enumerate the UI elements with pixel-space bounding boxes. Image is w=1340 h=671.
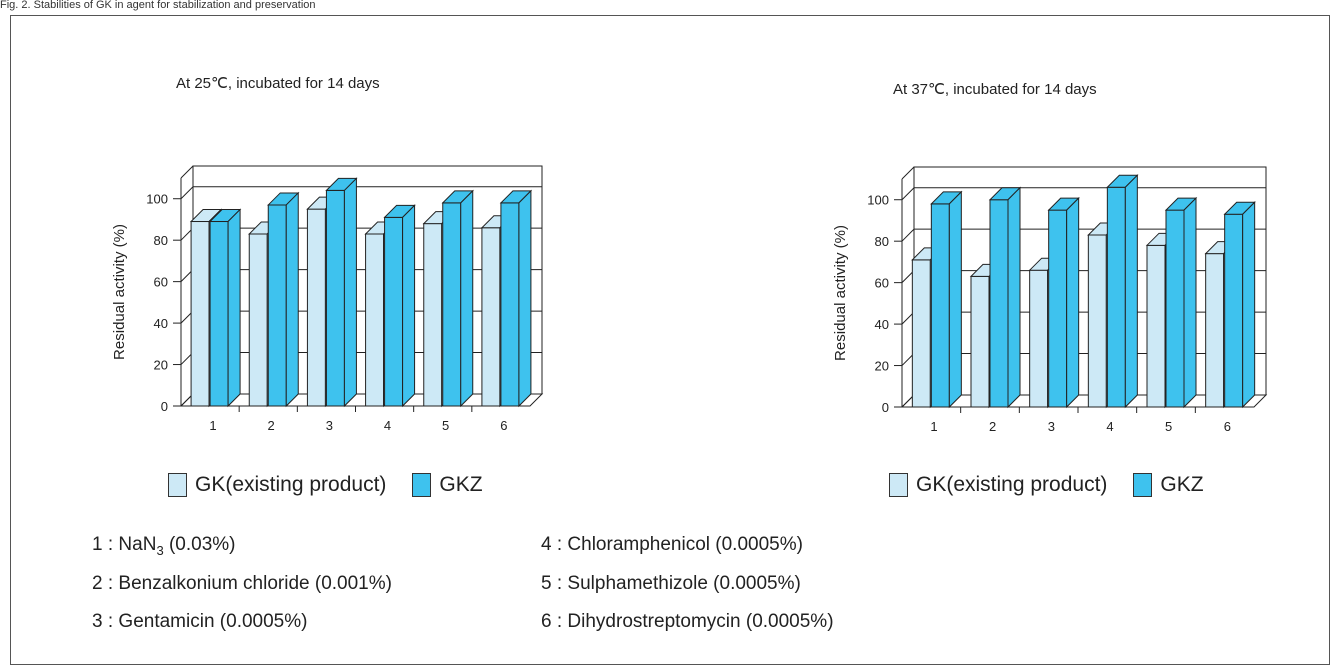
bar-gkz-side: [1066, 196, 1080, 409]
gridline: [901, 187, 1266, 201]
figure-caption: Fig. 2. Stabilities of GK in agent for s…: [0, 0, 316, 11]
legend-entry-gkz: GKZ: [412, 473, 483, 497]
bar-gkz-side: [518, 189, 532, 408]
legend-label-gkz: GKZ: [1160, 473, 1204, 496]
y-tick-label: 40: [875, 317, 889, 332]
bar-gk: [481, 227, 501, 407]
y-tick-label: 20: [154, 358, 168, 373]
bar-gk: [190, 221, 210, 407]
note-item: 6 : Dihydrostreptomycin (0.0005%): [541, 611, 834, 632]
figure-frame: [10, 15, 1330, 665]
legend-swatch-gkz: [412, 473, 432, 497]
legend-entry-gkz: GKZ: [1133, 473, 1204, 497]
bar-gk: [365, 233, 385, 407]
legend-label-gkz: GKZ: [439, 473, 483, 496]
x-tick-label: 5: [442, 418, 449, 433]
bar-gkz: [1106, 186, 1126, 408]
bar-gk: [1087, 234, 1107, 408]
chart-1-legend: GK(existing product) GKZ: [168, 473, 509, 497]
bar-gkz: [384, 216, 404, 407]
bar-gkz-side: [227, 208, 241, 408]
y-axis-label: Residual activity (%): [111, 224, 128, 360]
chart-y-axis-top: [180, 165, 194, 179]
y-tick-label: 20: [875, 359, 889, 374]
bar-gkz-side: [343, 177, 357, 408]
bar-gkz-side: [1124, 174, 1138, 409]
y-tick-label: 0: [882, 400, 889, 415]
bar-gkz-side: [948, 190, 962, 409]
bar-gkz: [1224, 213, 1244, 408]
bar-gkz: [1165, 209, 1185, 408]
x-tick-label: 4: [1106, 419, 1113, 434]
y-tick-label: 80: [875, 234, 889, 249]
bar-gkz-side: [402, 204, 416, 408]
bar-gk: [423, 223, 443, 407]
y-tick-label: 100: [146, 192, 168, 207]
chart-2-legend: GK(existing product) GKZ: [889, 473, 1230, 497]
bar-gkz: [267, 204, 287, 407]
bar-gkz: [500, 202, 520, 407]
bar-gk: [306, 208, 326, 407]
chart-2-title: At 37℃, incubated for 14 days: [893, 81, 1097, 98]
legend-swatch-gk: [168, 473, 187, 497]
bar-gkz: [209, 221, 229, 407]
bar-gk: [248, 233, 268, 407]
bar-gkz-side: [1183, 196, 1197, 409]
bar-gkz: [442, 202, 462, 407]
bar-gk: [970, 275, 990, 408]
bar-gkz-side: [1007, 186, 1021, 409]
legend-entry-gk: GK(existing product): [168, 473, 386, 497]
chart-y-axis-top: [901, 166, 915, 180]
bar-gk: [911, 259, 931, 408]
y-tick-label: 80: [154, 233, 168, 248]
x-tick-label: 6: [1224, 419, 1231, 434]
legend-label-gk: GK(existing product): [916, 473, 1108, 496]
x-tick-label: 1: [930, 419, 937, 434]
x-tick-label: 6: [500, 418, 507, 433]
x-tick-label: 2: [989, 419, 996, 434]
y-tick-label: 40: [154, 316, 168, 331]
x-tick-label: 2: [268, 418, 275, 433]
note-item: 3 : Gentamicin (0.0005%): [92, 611, 308, 632]
bar-gkz-side: [460, 189, 474, 408]
y-tick-label: 60: [154, 275, 168, 290]
x-tick-label: 3: [326, 418, 333, 433]
legend-swatch-gk: [889, 473, 908, 497]
bar-gkz-side: [285, 191, 299, 408]
note-item: 4 : Chloramphenicol (0.0005%): [541, 534, 803, 555]
y-axis-label: Residual activity (%): [832, 225, 849, 361]
x-tick-label: 5: [1165, 419, 1172, 434]
legend-swatch-gkz: [1133, 473, 1153, 497]
bar-gkz: [930, 203, 950, 408]
y-tick-label: 60: [875, 276, 889, 291]
legend-entry-gk: GK(existing product): [889, 473, 1107, 497]
bar-gk: [1205, 253, 1225, 408]
gridline: [180, 186, 542, 200]
chart-1-title: At 25℃, incubated for 14 days: [176, 75, 380, 92]
y-tick-label: 100: [867, 193, 889, 208]
legend-label-gk: GK(existing product): [195, 473, 387, 496]
x-tick-label: 1: [209, 418, 216, 433]
bar-gkz: [325, 189, 345, 407]
note-item: 1 : NaN3 (0.03%): [92, 534, 236, 558]
bar-gkz-side: [1242, 201, 1256, 409]
y-tick-label: 0: [161, 399, 168, 414]
x-tick-label: 4: [384, 418, 391, 433]
note-item: 5 : Sulphamethizole (0.0005%): [541, 573, 801, 594]
note-item: 2 : Benzalkonium chloride (0.001%): [92, 573, 392, 594]
bar-gk: [1029, 269, 1049, 408]
bar-gk: [1146, 244, 1166, 408]
bar-gkz: [989, 199, 1009, 408]
bar-gkz: [1048, 209, 1068, 408]
x-tick-label: 3: [1048, 419, 1055, 434]
gridline: [901, 228, 1266, 242]
